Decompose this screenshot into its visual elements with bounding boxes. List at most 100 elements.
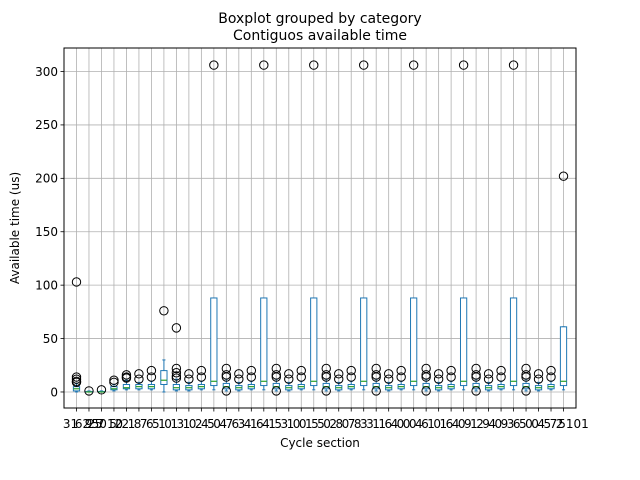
- x-tick-label-overlap: 6: [446, 417, 454, 431]
- flier-point: [433, 374, 444, 384]
- flier-point: [558, 171, 569, 181]
- box: [396, 365, 406, 391]
- x-tick-label-overlap: 7: [225, 417, 233, 431]
- flier-point: [221, 386, 232, 396]
- flier-point: [109, 377, 119, 388]
- flier-point: [334, 369, 344, 379]
- x-tick-label-overlap: 3: [238, 417, 246, 431]
- x-tick-label-overlap: 1: [470, 417, 478, 431]
- x-tick-label-overlap: 0: [397, 417, 405, 431]
- x-tick-label-overlap: 4: [452, 417, 460, 431]
- box: [496, 365, 506, 391]
- x-tick-label-overlap: 0: [525, 417, 533, 431]
- x-tick-label-overlap: 0: [189, 417, 197, 431]
- x-tick-label-overlap: 4: [244, 417, 252, 431]
- flier-point: [134, 369, 144, 379]
- box: [321, 363, 331, 396]
- flier-point: [421, 370, 431, 380]
- box-body: [160, 370, 168, 385]
- box-body: [122, 383, 131, 390]
- box: [408, 60, 419, 391]
- flier-point: [146, 372, 157, 382]
- flier-point: [533, 369, 544, 379]
- x-tick-label-overlap: 1: [268, 417, 276, 431]
- flier-point: [321, 372, 331, 382]
- x-tick-label-first: 31: [63, 417, 78, 431]
- x-tick-label-overlap: 0: [495, 417, 503, 431]
- flier-point: [196, 372, 207, 382]
- y-tick-label: 300: [35, 65, 58, 79]
- x-tick-label-overlap: 4: [219, 417, 227, 431]
- box: [458, 60, 469, 391]
- x-tick-label-overlap: 7: [97, 417, 105, 431]
- box: [558, 171, 569, 391]
- box: [508, 60, 519, 391]
- x-tick-label-overlap: 3: [507, 417, 515, 431]
- x-tick-label-overlap: 1: [439, 417, 447, 431]
- flier-point: [171, 368, 182, 378]
- x-tick-label-overlap: 5012: [92, 417, 123, 431]
- box: [383, 369, 394, 392]
- x-tick-label-overlap: 0: [115, 417, 123, 431]
- x-tick-label-overlap: 4: [415, 417, 423, 431]
- y-axis-label: Available time (us): [8, 172, 22, 284]
- flier-point: [259, 60, 269, 70]
- chart-suptitle: Boxplot grouped by category: [218, 11, 421, 27]
- flier-point: [446, 372, 456, 382]
- x-tick-label-overlap: 9: [482, 417, 490, 431]
- box: [209, 60, 219, 391]
- flier-point: [234, 374, 244, 384]
- x-tick-label-overlap: 1: [372, 417, 380, 431]
- box: [271, 363, 281, 396]
- x-tick-label-last: 5101: [558, 417, 589, 431]
- flier-point: [184, 369, 194, 379]
- flier-point: [171, 371, 182, 381]
- x-axis-label: Cycle section: [280, 436, 360, 450]
- flier-point: [121, 370, 132, 380]
- flier-point: [383, 369, 394, 379]
- flier-point: [246, 365, 257, 376]
- flier-point: [371, 386, 381, 396]
- flier-point: [471, 372, 481, 382]
- plot-frame: [63, 47, 577, 409]
- y-tick-label: 100: [35, 278, 58, 292]
- box-body: [509, 297, 518, 387]
- flier-point: [271, 372, 281, 382]
- flier-point: [71, 277, 82, 287]
- flier-point: [209, 60, 219, 70]
- flier-point: [546, 372, 556, 382]
- y-tick-label: 150: [35, 225, 58, 239]
- flier-point: [309, 60, 319, 70]
- box-series: [71, 60, 569, 396]
- x-tick-label-overlap: 6: [232, 417, 240, 431]
- box: [259, 60, 269, 391]
- flier-point: [496, 365, 506, 376]
- box: [84, 386, 94, 396]
- flier-point: [433, 369, 444, 379]
- x-tick-label-overlap: 3: [280, 417, 288, 431]
- box-body: [360, 297, 368, 387]
- flier-point: [296, 372, 306, 382]
- flier-point: [346, 365, 356, 376]
- box: [546, 365, 556, 391]
- x-tick-label-overlap: 6: [256, 417, 264, 431]
- x-tick-label-overlap: 7: [550, 417, 558, 431]
- x-tick-label-overlap: 0: [213, 417, 221, 431]
- box-body: [410, 297, 418, 387]
- flier-point: [483, 369, 494, 379]
- flier-point: [246, 372, 257, 382]
- flier-point: [421, 386, 431, 396]
- box: [433, 369, 444, 392]
- box: [296, 365, 306, 391]
- x-tick-label-overlap: 8: [354, 417, 362, 431]
- box: [421, 363, 431, 396]
- box: [184, 369, 194, 392]
- x-tick-label-overlap: 6: [421, 417, 429, 431]
- flier-point: [396, 372, 406, 382]
- x-tick-label-overlap: 1: [158, 417, 166, 431]
- flier-point: [546, 365, 556, 376]
- box: [134, 369, 144, 391]
- x-tick-label-overlap: 6: [513, 417, 521, 431]
- box: [159, 306, 169, 393]
- x-tick-label-overlap: 4: [391, 417, 399, 431]
